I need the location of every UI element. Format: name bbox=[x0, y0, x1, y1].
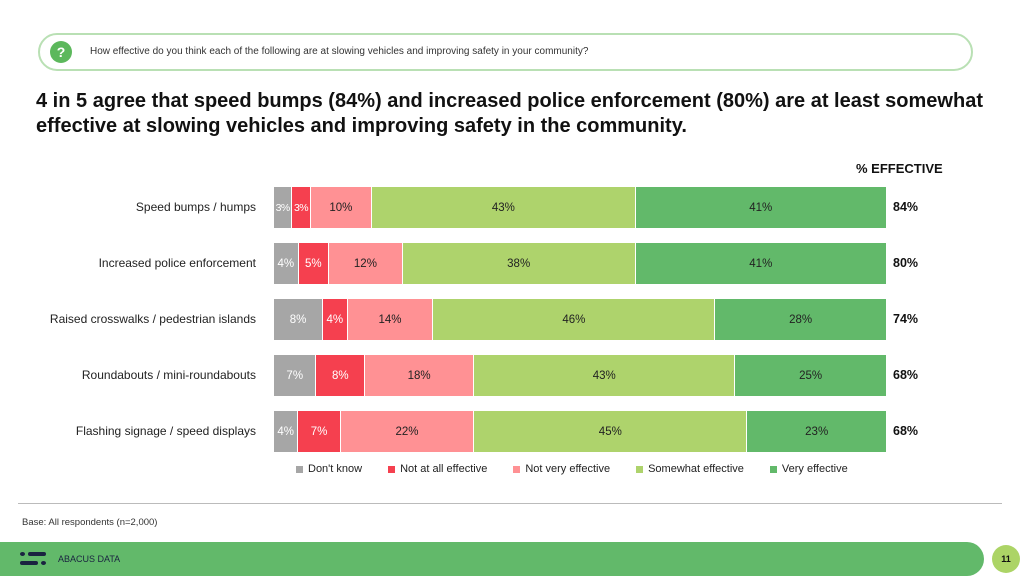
question-box: ? How effective do you think each of the… bbox=[38, 33, 973, 71]
legend-swatch bbox=[388, 465, 396, 473]
bar-segment: 25% bbox=[735, 355, 887, 396]
bar-segment: 43% bbox=[372, 187, 636, 228]
bar-segment: 43% bbox=[474, 355, 736, 396]
legend-swatch bbox=[513, 465, 521, 473]
legend: Don't know Not at all effective Not very e… bbox=[296, 463, 874, 475]
legend-item: Somewhat effective bbox=[636, 463, 744, 475]
bar-row: 8% 4% 14% 46% 28% bbox=[274, 299, 887, 340]
effective-value: 68% bbox=[893, 424, 919, 438]
bar-segment: 8% bbox=[316, 355, 366, 396]
legend-swatch bbox=[636, 465, 644, 473]
legend-label: Not very effective bbox=[525, 463, 611, 475]
bar-segment: 28% bbox=[715, 299, 887, 340]
effective-header: % EFFECTIVE bbox=[856, 161, 943, 176]
bar-segment: 4% bbox=[274, 243, 299, 284]
bar-segment: 3% bbox=[292, 187, 311, 228]
base-note: Base: All respondents (n=2,000) bbox=[22, 517, 158, 528]
bar-segment: 7% bbox=[298, 411, 341, 452]
bar-row: 4% 7% 22% 45% 23% bbox=[274, 411, 887, 452]
legend-label: Don't know bbox=[308, 463, 363, 475]
bar-segment: 41% bbox=[635, 243, 887, 284]
bar-segment: 46% bbox=[433, 299, 716, 340]
bar-row: 3% 3% 10% 43% 41% bbox=[274, 187, 887, 228]
effective-value: 84% bbox=[893, 200, 919, 214]
category-label: Increased police enforcement bbox=[98, 256, 256, 270]
legend-swatch bbox=[769, 465, 777, 473]
legend-label: Somewhat effective bbox=[648, 463, 744, 475]
bar-segment: 22% bbox=[340, 411, 475, 452]
category-label: Flashing signage / speed displays bbox=[75, 424, 256, 438]
legend-label: Not at all effective bbox=[400, 463, 488, 475]
bar-segment: 4% bbox=[274, 411, 299, 452]
legend-swatch bbox=[296, 465, 303, 473]
bar-segment: 5% bbox=[298, 243, 330, 284]
bar-segment: 41% bbox=[635, 187, 887, 228]
effective-value: 80% bbox=[893, 256, 919, 270]
bar-segment: 3% bbox=[274, 187, 293, 228]
bar-segment: 14% bbox=[347, 299, 434, 340]
effective-value: 68% bbox=[893, 368, 919, 382]
divider bbox=[18, 503, 1002, 504]
bar-row: 4% 5% 12% 38% 41% bbox=[274, 243, 887, 284]
question-icon: ? bbox=[50, 41, 72, 63]
bar-segment: 18% bbox=[365, 355, 475, 396]
legend-item: Don't know bbox=[296, 463, 362, 475]
abacus-logo-icon bbox=[20, 552, 46, 566]
footer-bar: ABACUS DATA bbox=[0, 542, 984, 576]
legend-item: Not at all effective bbox=[388, 463, 487, 475]
category-label: Raised crosswalks / pedestrian islands bbox=[49, 312, 256, 326]
bar-segment: 45% bbox=[474, 411, 748, 452]
bar-segment: 10% bbox=[310, 187, 373, 228]
legend-item: Very effective bbox=[769, 463, 848, 475]
bar-row: 7% 8% 18% 43% 25% bbox=[274, 355, 887, 396]
legend-item: Not very effective bbox=[513, 463, 610, 475]
category-label: Roundabouts / mini-roundabouts bbox=[81, 368, 256, 382]
bar-segment: 38% bbox=[402, 243, 636, 284]
bar-segment: 12% bbox=[329, 243, 403, 284]
question-text: How effective do you think each of the f… bbox=[90, 46, 589, 57]
effective-value: 74% bbox=[893, 312, 919, 326]
brand-name: ABACUS DATA bbox=[58, 554, 121, 564]
bar-segment: 7% bbox=[274, 355, 317, 396]
bar-segment: 23% bbox=[747, 411, 887, 452]
page-number: 11 bbox=[992, 545, 1020, 573]
headline: 4 in 5 agree that speed bumps (84%) and … bbox=[36, 90, 983, 137]
legend-label: Very effective bbox=[781, 463, 848, 475]
bar-segment: 4% bbox=[323, 299, 348, 340]
bar-segment: 8% bbox=[274, 299, 324, 340]
category-label: Speed bumps / humps bbox=[135, 200, 256, 214]
